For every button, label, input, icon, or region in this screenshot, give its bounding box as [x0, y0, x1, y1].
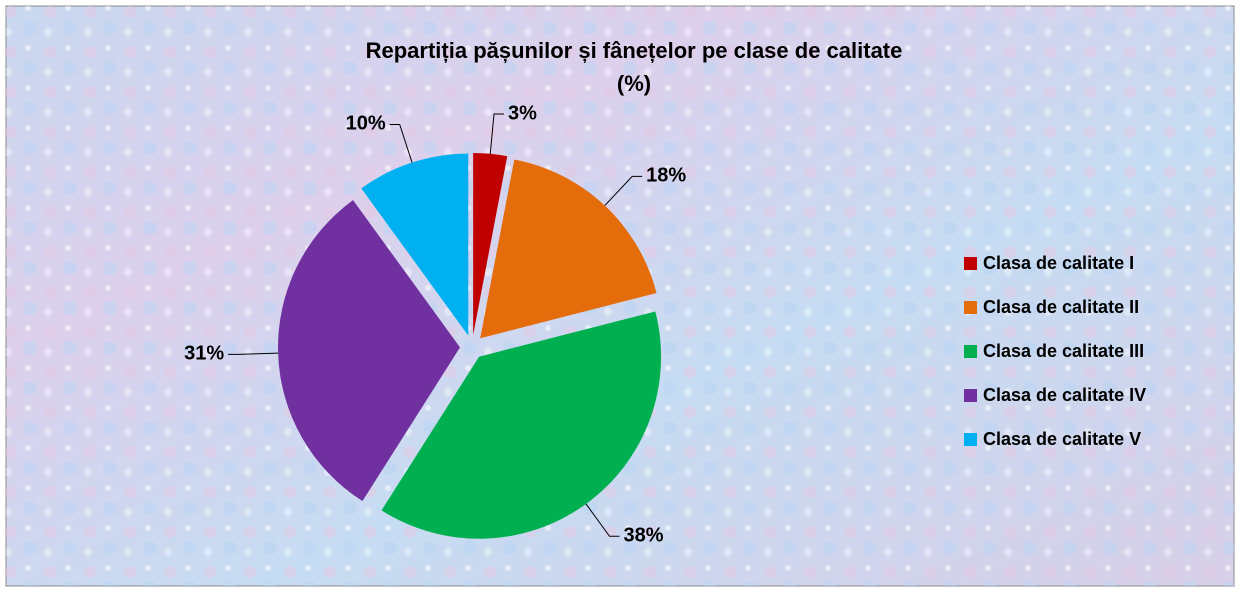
chart-subtitle: (%): [617, 71, 651, 96]
legend-label: Clasa de calitate I: [983, 253, 1134, 273]
leader-line: [585, 503, 620, 537]
legend-swatch: [964, 433, 977, 446]
data-label: 3%: [508, 102, 537, 124]
leader-line: [489, 113, 505, 154]
legend-label: Clasa de calitate IV: [983, 385, 1146, 405]
chart-title: Repartiția pășunilor și fânețelor pe cla…: [366, 38, 903, 63]
data-label: 18%: [646, 165, 686, 187]
legend-label: Clasa de calitate III: [983, 341, 1144, 361]
data-label: 10%: [346, 113, 386, 135]
legend-label: Clasa de calitate II: [983, 297, 1139, 317]
leader-line: [389, 123, 413, 163]
pie-slice: [473, 153, 508, 336]
pie-slice: [381, 311, 662, 539]
leader-line: [228, 352, 279, 355]
legend-swatch: [964, 301, 977, 314]
legend-swatch: [964, 257, 977, 270]
leader-line: [604, 175, 643, 206]
pie-slice: [278, 200, 461, 502]
legend-swatch: [964, 345, 977, 358]
legend-label: Clasa de calitate V: [983, 429, 1141, 449]
data-label: 38%: [624, 525, 664, 547]
pie-slice: [480, 159, 657, 339]
legend-swatch: [964, 389, 977, 402]
data-label: 31%: [184, 343, 224, 365]
pie-slice: [361, 153, 469, 336]
